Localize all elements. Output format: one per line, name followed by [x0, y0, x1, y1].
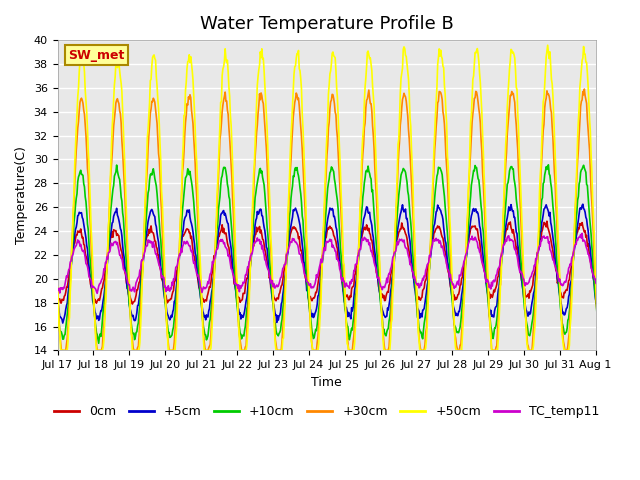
Legend: 0cm, +5cm, +10cm, +30cm, +50cm, TC_temp11: 0cm, +5cm, +10cm, +30cm, +50cm, TC_temp1…: [49, 400, 604, 423]
X-axis label: Time: Time: [311, 376, 342, 389]
Text: SW_met: SW_met: [68, 49, 125, 62]
Y-axis label: Temperature(C): Temperature(C): [15, 146, 28, 244]
Title: Water Temperature Profile B: Water Temperature Profile B: [200, 15, 454, 33]
